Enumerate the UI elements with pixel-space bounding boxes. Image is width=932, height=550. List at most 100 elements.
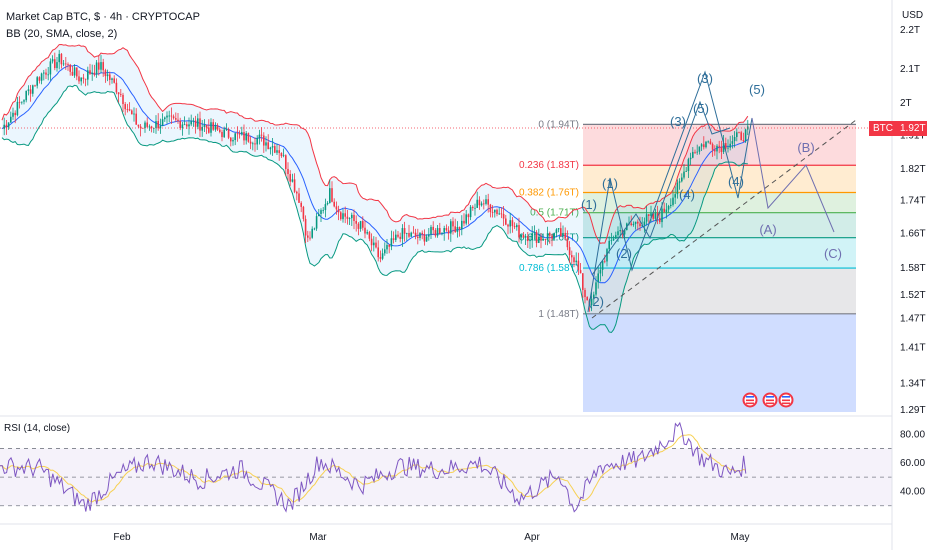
currency-label[interactable]: USD xyxy=(902,10,924,21)
candle-body xyxy=(353,214,355,222)
candle-body xyxy=(683,171,685,178)
candle-body xyxy=(522,234,525,238)
candle-body xyxy=(533,232,536,234)
candle-body xyxy=(364,227,366,234)
candle-body xyxy=(406,232,408,234)
candle-body xyxy=(203,124,206,127)
candle-body xyxy=(549,233,551,236)
candle-body xyxy=(109,74,111,80)
candle-body xyxy=(441,232,443,234)
candle-body xyxy=(412,232,415,234)
candle-body xyxy=(168,115,170,117)
candle-body xyxy=(590,298,593,306)
candle-body xyxy=(397,234,399,237)
bb-indicator-label[interactable]: BB (20, SMA, close, 2) xyxy=(6,28,118,40)
candle-body xyxy=(430,226,432,235)
candle-body xyxy=(36,77,38,86)
price-tick-label: 1.66T xyxy=(900,228,926,239)
candle-body xyxy=(513,226,516,228)
candle-body xyxy=(227,128,230,138)
candle-body xyxy=(29,89,32,94)
candle-body xyxy=(271,146,274,148)
candle-body xyxy=(291,179,294,182)
candle-body xyxy=(208,127,210,133)
fib-level-label: 0 (1.94T) xyxy=(538,119,579,130)
candle-body xyxy=(148,126,151,128)
candle-body xyxy=(326,202,329,205)
candle-body xyxy=(276,150,278,153)
rsi-pane xyxy=(0,421,892,513)
candle-body xyxy=(221,131,223,138)
candle-body xyxy=(47,74,49,76)
candle-body xyxy=(672,197,674,205)
elliott-wave-lines: (1) (2) (3) (4) (5) (1) (2) (3) (4) (5) (A) (B) (C) xyxy=(581,70,857,319)
price-tag-symbol: BTC xyxy=(873,123,893,134)
wave-path-major xyxy=(587,70,753,313)
candle-body xyxy=(223,129,225,138)
candle-body xyxy=(278,150,280,154)
flag-icon-stripe xyxy=(766,396,774,398)
candle-body xyxy=(742,140,745,142)
candle-body xyxy=(461,220,463,230)
candle-body xyxy=(584,289,586,298)
candle-body xyxy=(126,109,129,110)
candle-body xyxy=(146,122,148,127)
candle-body xyxy=(234,133,236,141)
candle-body xyxy=(617,231,619,236)
candle-body xyxy=(49,61,52,75)
candle-body xyxy=(318,213,320,217)
candle-body xyxy=(87,70,89,80)
candle-body xyxy=(535,232,538,243)
time-tick-label: May xyxy=(731,532,750,543)
candle-body xyxy=(133,113,135,115)
price-tick-label: 1.47T xyxy=(900,314,926,325)
candle-body xyxy=(38,77,41,81)
candle-body xyxy=(71,71,74,76)
candle-body xyxy=(652,213,654,219)
candle-body xyxy=(610,240,613,242)
flag-icon xyxy=(742,392,758,408)
candle-body xyxy=(333,201,335,207)
price-tick-label: 1.41T xyxy=(900,343,926,354)
price-tick-label: 1.58T xyxy=(900,263,926,274)
candle-body xyxy=(698,146,701,152)
candle-body xyxy=(663,208,665,212)
candle-body xyxy=(194,120,197,127)
candle-body xyxy=(494,209,496,213)
candle-body xyxy=(366,232,368,234)
candle-body xyxy=(687,159,690,172)
symbol-title[interactable]: Market Cap BTC, $ · 4h · CRYPTOCAP xyxy=(6,11,200,23)
candle-body xyxy=(183,124,186,126)
candle-body xyxy=(340,212,342,220)
rsi-indicator-label[interactable]: RSI (14, close) xyxy=(4,423,71,434)
candle-body xyxy=(634,221,637,224)
candle-body xyxy=(456,227,459,232)
candle-body xyxy=(289,174,291,182)
candle-body xyxy=(731,141,734,144)
candle-body xyxy=(144,122,146,129)
candle-body xyxy=(443,228,445,233)
candle-body xyxy=(645,214,648,222)
candle-body xyxy=(615,235,617,239)
candle-body xyxy=(516,225,518,228)
candle-body xyxy=(157,121,159,129)
candle-body xyxy=(650,213,652,216)
wave-label: (5) xyxy=(749,82,765,97)
time-axis: Feb Mar Apr May xyxy=(0,523,892,543)
candle-body xyxy=(179,121,181,129)
candle-body xyxy=(639,223,641,227)
candle-body xyxy=(84,78,87,80)
fib-zone xyxy=(583,165,856,193)
candle-body xyxy=(542,238,544,241)
candle-body xyxy=(384,249,386,254)
candle-body xyxy=(423,233,426,242)
candle-body xyxy=(434,230,437,236)
candle-body xyxy=(553,233,555,239)
candle-body xyxy=(139,126,142,128)
candle-body xyxy=(485,199,487,204)
candle-body xyxy=(403,228,406,234)
time-tick-label: Apr xyxy=(524,532,540,543)
bollinger-bands xyxy=(1,43,749,334)
